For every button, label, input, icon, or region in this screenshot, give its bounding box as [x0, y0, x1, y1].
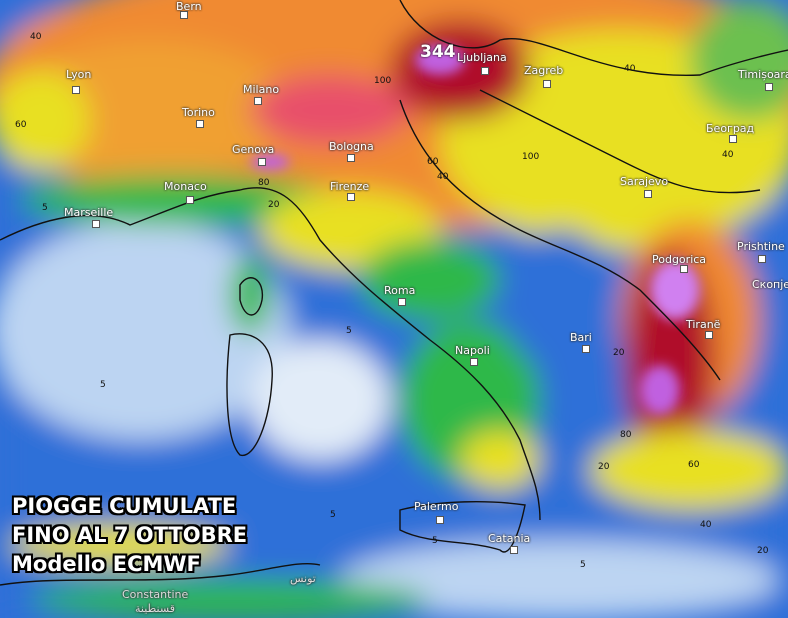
city-genova: Genova — [232, 143, 275, 156]
city-marker — [481, 67, 489, 75]
city-marker — [347, 154, 355, 162]
city-palermo: Palermo — [414, 500, 459, 513]
contour-label: 60 — [688, 460, 700, 470]
contour-label: 20 — [757, 546, 769, 556]
city-marker — [680, 265, 688, 273]
city-sarajevo: Sarajevo — [620, 175, 669, 188]
contour-label: 5 — [432, 536, 438, 546]
contour-label: 60 — [15, 120, 27, 130]
city-podgorica: Podgorica — [652, 253, 707, 266]
city-roma: Roma — [384, 284, 416, 297]
city-catania: Catania — [488, 532, 531, 545]
city-torino: Torino — [182, 106, 215, 119]
city-bologna: Bologna — [329, 140, 374, 153]
city-prishtine: Prishtine — [737, 240, 785, 253]
contour-label: 80 — [258, 178, 270, 188]
contour-label: 5 — [100, 380, 106, 390]
city-tunis-arabic: تونس — [290, 572, 316, 585]
city-marker — [582, 345, 590, 353]
contour-label: 5 — [330, 510, 336, 520]
city-beograd: Београд — [706, 122, 755, 135]
contour-label: 100 — [374, 76, 392, 86]
peak-rainfall-areas — [250, 45, 700, 415]
contour-label: 40 — [722, 150, 734, 160]
city-napoli: Napoli — [455, 344, 490, 357]
contour-label: 40 — [624, 64, 636, 74]
contour-label: 60 — [427, 157, 439, 167]
city-marker — [258, 158, 266, 166]
contour-label: 5 — [42, 203, 48, 213]
city-marker — [644, 190, 652, 198]
city-marker — [705, 331, 713, 339]
city-marker — [254, 97, 262, 105]
title-line-3: Modello ECMWF — [12, 552, 201, 576]
city-bern: Bern — [176, 0, 202, 13]
city-marker — [186, 196, 194, 204]
city-marker — [470, 358, 478, 366]
contour-label: 5 — [346, 326, 352, 336]
city-timisoara: Timișoara — [738, 68, 788, 81]
city-marker — [758, 255, 766, 263]
city-zagreb: Zagreb — [524, 64, 564, 77]
city-constantine-arabic: قسنطينة — [135, 602, 175, 615]
city-tirane: Tiranë — [686, 318, 721, 331]
map-title: PIOGGE CUMULATE FINO AL 7 OTTOBRE Modell… — [12, 492, 247, 579]
city-marker — [347, 193, 355, 201]
title-line-1: PIOGGE CUMULATE — [12, 494, 237, 518]
city-marker-label-marseille: Marseille — [64, 206, 114, 219]
contour-label: 80 — [620, 430, 632, 440]
coastlines-and-borders — [0, 0, 788, 586]
title-line-2: FINO AL 7 OTTOBRE — [12, 523, 248, 547]
city-marker — [765, 83, 773, 91]
contour-label: 100 — [522, 152, 540, 162]
contour-label: 5 — [580, 560, 586, 570]
contour-label: 20 — [268, 200, 280, 210]
city-marker — [72, 86, 80, 94]
city-marker — [398, 298, 406, 306]
city-ljubljana: Ljubljana — [457, 51, 507, 64]
city-lyon: Lyon — [66, 68, 92, 81]
city-milano: Milano — [243, 83, 280, 96]
contour-label: 40 — [700, 520, 712, 530]
contour-label: 40 — [437, 172, 449, 182]
city-marker — [510, 546, 518, 554]
city-monaco: Monaco — [164, 180, 207, 193]
max-rainfall-label: 344 — [420, 42, 456, 62]
city-firenze: Firenze — [330, 180, 370, 193]
city-constantine: Constantine — [122, 588, 189, 601]
city-marker — [180, 11, 188, 19]
city-marker — [92, 220, 100, 228]
contour-label: 40 — [30, 32, 42, 42]
contour-label: 20 — [613, 348, 625, 358]
city-marker — [543, 80, 551, 88]
city-skopje: Скопје — [752, 278, 788, 291]
city-marker — [729, 135, 737, 143]
city-marker — [196, 120, 204, 128]
contour-label: 20 — [598, 462, 610, 472]
city-bari: Bari — [570, 331, 592, 344]
city-marker — [436, 516, 444, 524]
